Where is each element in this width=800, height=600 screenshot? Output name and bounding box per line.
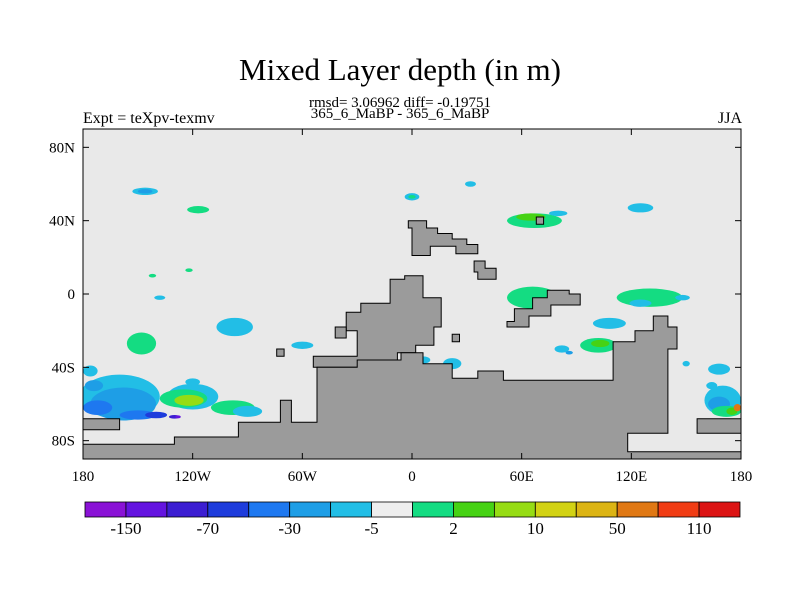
y-tick-label-1: 40N <box>49 214 75 230</box>
y-tick-label-3: 40S <box>52 360 75 376</box>
contour-patch-37 <box>232 405 263 417</box>
land-island-a <box>334 326 347 339</box>
colorbar-box-9 <box>453 501 495 518</box>
land-east-land <box>506 289 581 328</box>
contour-patch-30 <box>682 360 690 367</box>
contour-patch-51 <box>706 382 718 390</box>
colorbar-box-8 <box>412 501 454 518</box>
colorbar-label-0: -150 <box>110 519 141 538</box>
colorbar-box-14 <box>657 501 700 518</box>
land-southern-strip-left <box>83 418 121 431</box>
contour-patch-35 <box>174 394 204 406</box>
y-tick-label-0: 80N <box>49 140 75 156</box>
contour-patch-19 <box>675 294 690 301</box>
colorbar-box-10 <box>493 501 536 518</box>
colorbar-label-1: -70 <box>196 519 219 538</box>
x-tick-label-3: 0 <box>408 469 416 485</box>
chart-title: Mixed Layer depth (in m) <box>239 52 561 87</box>
land-island-d <box>535 216 545 225</box>
colorbar-box-3 <box>207 501 250 518</box>
colorbar-box-0 <box>84 501 127 518</box>
land-island-c <box>451 333 460 343</box>
contour-patch-45 <box>84 380 104 392</box>
colorbar-box-15 <box>698 501 741 518</box>
contour-patch-20 <box>592 317 626 329</box>
x-tick-label-4: 60E <box>510 469 534 485</box>
contour-patch-24 <box>565 350 573 355</box>
colorbar-label-5: 10 <box>527 519 544 538</box>
land-north-land <box>407 220 479 256</box>
land-mideast-land <box>473 260 497 280</box>
colorbar-box-6 <box>330 501 372 518</box>
colorbar-label-7: 110 <box>687 519 712 538</box>
y-tick-label-4: 80S <box>52 434 75 450</box>
contour-patch-22 <box>591 339 610 348</box>
x-tick-label-5: 120E <box>615 469 647 485</box>
colorbar-label-4: 2 <box>449 519 458 538</box>
y-tick-label-2: 0 <box>68 287 76 303</box>
contour-patch-6 <box>126 332 157 355</box>
contour-patch-18 <box>629 299 652 307</box>
colorbar-label-2: -30 <box>278 519 301 538</box>
contour-patch-4 <box>185 268 193 272</box>
colorbar-box-7 <box>371 501 413 518</box>
contour-patch-11 <box>465 181 476 187</box>
contour-patch-44 <box>83 365 98 377</box>
contour-patch-23 <box>554 345 570 353</box>
contour-patch-39 <box>119 410 157 420</box>
land-southern-strip-right <box>696 418 741 434</box>
stats-text: rmsd= 3.06962 diff= -0.19751 <box>308 95 492 111</box>
x-tick-label-1: 120W <box>174 469 212 485</box>
contour-patch-1 <box>137 189 153 194</box>
colorbar-box-11 <box>534 501 577 518</box>
colorbar-label-3: -5 <box>364 519 378 538</box>
land-southern-land <box>83 315 741 459</box>
contour-patch-43 <box>185 378 200 386</box>
colorbar-box-2 <box>166 501 209 518</box>
contour-patch-3 <box>148 273 157 278</box>
contour-patch-7 <box>216 317 253 337</box>
colorbar-box-5 <box>289 501 332 518</box>
contour-patch-8 <box>291 341 314 350</box>
contour-patch-29 <box>708 363 731 375</box>
subtitle-text: 365_6_MaBP - 365_6_MaBP <box>310 106 490 122</box>
contour-patch-40 <box>145 411 168 419</box>
land-island-b <box>276 348 285 357</box>
contour-patch-38 <box>83 400 113 415</box>
contour-patch-10 <box>408 195 416 199</box>
contour-patch-2 <box>187 206 210 214</box>
contour-patch-15 <box>627 203 654 213</box>
x-tick-label-2: 60W <box>288 469 318 485</box>
contour-patch-42 <box>175 415 181 419</box>
x-tick-label-6: 180 <box>730 469 753 485</box>
contour-patch-50 <box>733 404 741 412</box>
contour-patch-5 <box>154 295 166 300</box>
colorbar-box-1 <box>125 501 168 518</box>
contour-patch-14 <box>549 210 568 217</box>
colorbar-box-4 <box>248 501 291 518</box>
x-tick-label-0: 180 <box>72 469 95 485</box>
season-label: JJA <box>717 110 742 127</box>
colorbar-label-6: 50 <box>609 519 626 538</box>
colorbar-box-13 <box>616 501 659 518</box>
experiment-label: Expt = teXpv-texmv <box>83 110 215 127</box>
colorbar-box-12 <box>575 501 618 518</box>
